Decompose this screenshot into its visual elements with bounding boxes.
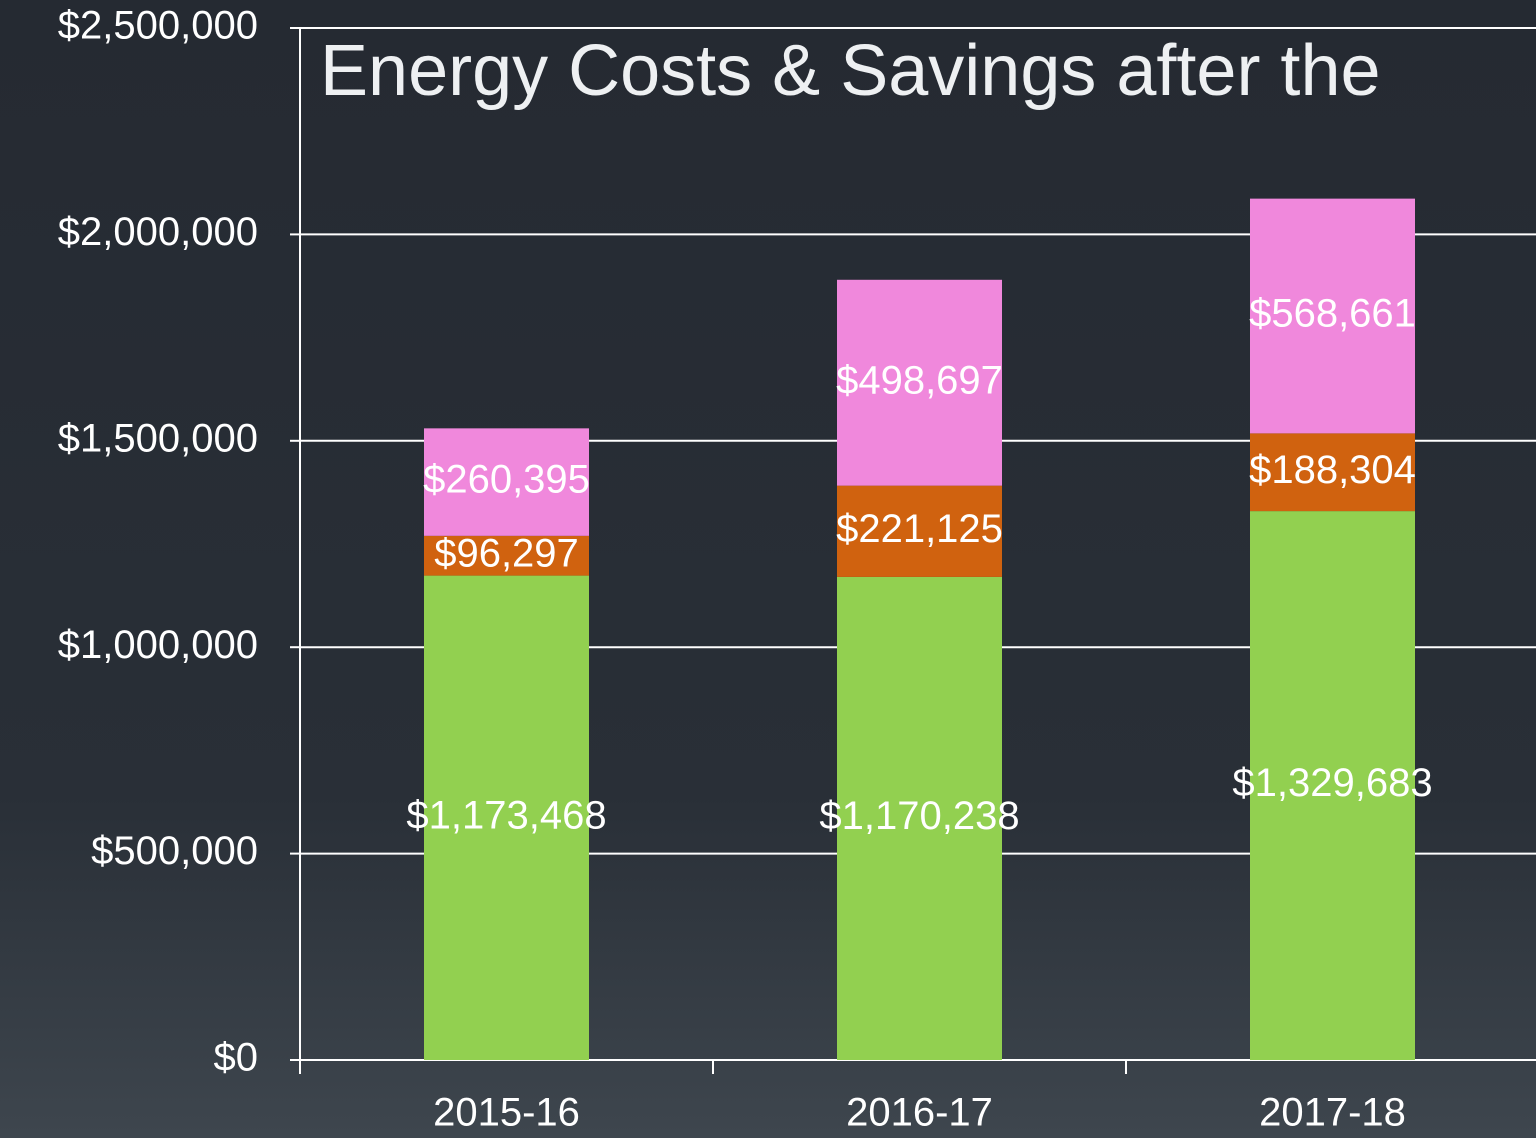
bar-segment bbox=[1250, 433, 1415, 512]
data-label: $188,304 bbox=[1249, 448, 1416, 492]
data-label: $1,329,683 bbox=[1232, 761, 1432, 805]
data-label: $221,125 bbox=[836, 507, 1003, 551]
bar-segment bbox=[424, 575, 589, 1060]
x-tick-label: 2017-18 bbox=[1259, 1091, 1406, 1135]
bars bbox=[424, 198, 1415, 1060]
bar-segment bbox=[424, 428, 589, 536]
data-label: $1,170,238 bbox=[819, 794, 1019, 838]
bar-segment bbox=[1250, 511, 1415, 1060]
data-label: $96,297 bbox=[434, 531, 579, 575]
x-tick-label: 2015-16 bbox=[433, 1091, 580, 1135]
y-tick-label: $1,000,000 bbox=[58, 623, 258, 667]
bar-segment bbox=[424, 535, 589, 576]
data-label: $498,697 bbox=[836, 358, 1003, 402]
y-tick-label: $2,500,000 bbox=[58, 4, 258, 48]
y-tick-label: $500,000 bbox=[91, 829, 258, 873]
bar-segment bbox=[837, 576, 1002, 1060]
chart-title: Energy Costs & Savings after the bbox=[320, 31, 1381, 111]
y-tick-label: $0 bbox=[214, 1036, 259, 1080]
data-label: $260,395 bbox=[423, 458, 590, 502]
y-tick-label: $1,500,000 bbox=[58, 416, 258, 460]
labels: $0 $500,000 $1,000,000 $1,500,000 $2,000,000… bbox=[58, 4, 1433, 1135]
data-label: $1,173,468 bbox=[406, 793, 606, 837]
data-label: $568,661 bbox=[1249, 292, 1416, 336]
y-tick-label: $2,000,000 bbox=[58, 210, 258, 254]
bar-segment bbox=[837, 279, 1002, 486]
bar-segment bbox=[1250, 198, 1415, 434]
bar-segment bbox=[837, 485, 1002, 577]
x-tick-label: 2016-17 bbox=[846, 1091, 993, 1135]
